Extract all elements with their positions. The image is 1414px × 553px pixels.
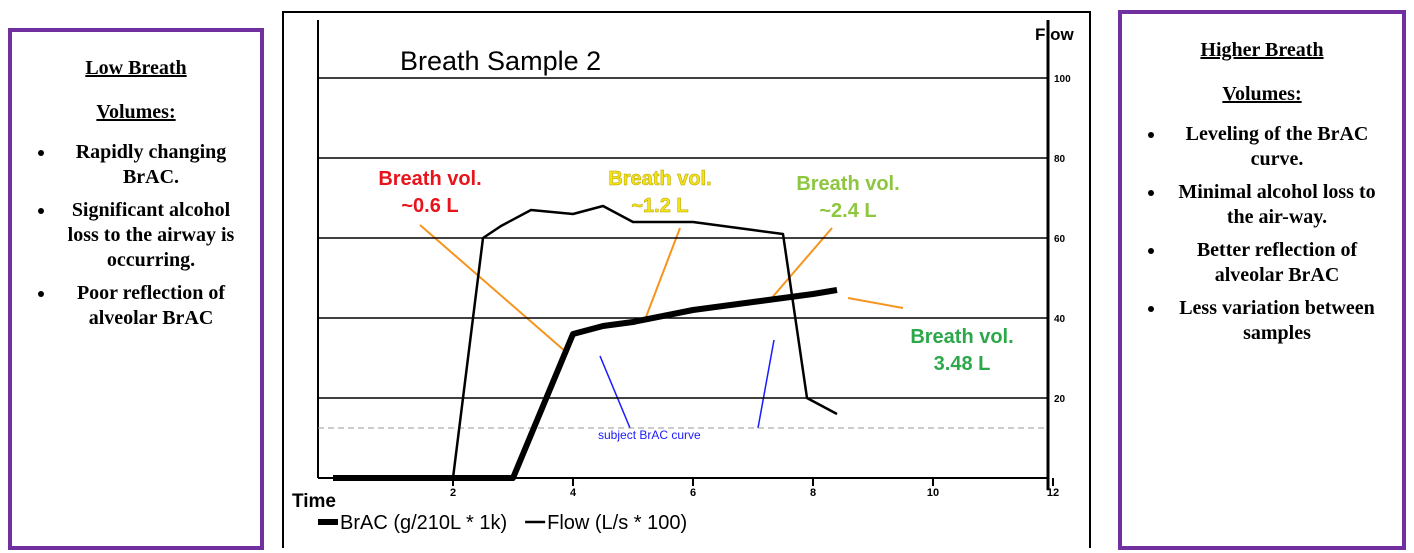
annotation: 3.48 L [934,353,991,375]
annotation: Breath vol. [796,173,899,195]
bullet: Minimal alcohol loss to the air-way. [1166,180,1388,230]
bullet: Significant alcohol loss to the airway i… [56,198,246,273]
bullet: Less variation between samples [1166,296,1388,346]
legend-label: BrAC (g/210L * 1k) [340,512,507,534]
y-tick-label: 60 [1054,234,1066,245]
legend-label: Flow (L/s * 100) [547,512,687,534]
x-tick-label: 10 [927,487,939,499]
x-tick-label: 6 [690,487,696,499]
bullet: Leveling of the BrAC curve. [1166,122,1388,172]
chart-title: Breath Sample 2 [400,46,601,76]
bullet: Rapidly changing BrAC. [56,140,246,190]
annotation: ~2.4 L [819,200,876,222]
x-tick-label: 12 [1047,487,1059,499]
annotation: ~1.2 L [631,195,688,217]
y-axis-label: Flow [1035,25,1074,44]
chart-frame [282,11,1091,548]
arrows [419,224,904,353]
x-tick-label: 4 [570,487,577,499]
annotation: Breath vol. [608,168,711,190]
series-line [451,204,838,479]
y-tick-label: 80 [1054,154,1066,165]
y-tick-label: 40 [1054,314,1066,325]
series-line [333,287,838,481]
x-tick-label: 8 [810,487,816,499]
panel-heading: Low Breath Volumes: [85,57,187,123]
bullet: Poor reflection of alveolar BrAC [56,281,246,331]
annotation: Breath vol. [910,326,1013,348]
chart: Breath Sample 2 Flow Time subject BrAC c… [282,11,1091,548]
curve-note: subject BrAC curve [598,428,701,442]
annotation: ~0.6 L [401,195,458,217]
panel-heading: Higher Breath Volumes: [1200,39,1324,105]
left-panel: Low Breath Volumes: Rapidly changing BrA… [8,28,264,550]
bullet-list: Leveling of the BrAC curve. Minimal alcoh… [1122,122,1402,346]
annotation: Breath vol. [378,168,481,190]
bullet: Better reflection of alveolar BrAC [1166,238,1388,288]
y-tick-label: 20 [1054,394,1066,405]
note-lines [599,339,775,429]
bullet-list: Rapidly changing BrAC. Significant alcoho… [12,140,260,331]
x-axis-label: Time [292,491,336,512]
right-panel: Higher Breath Volumes: Leveling of the B… [1118,10,1406,550]
x-tick-label: 2 [450,487,456,499]
y-tick-label: 100 [1054,74,1071,85]
